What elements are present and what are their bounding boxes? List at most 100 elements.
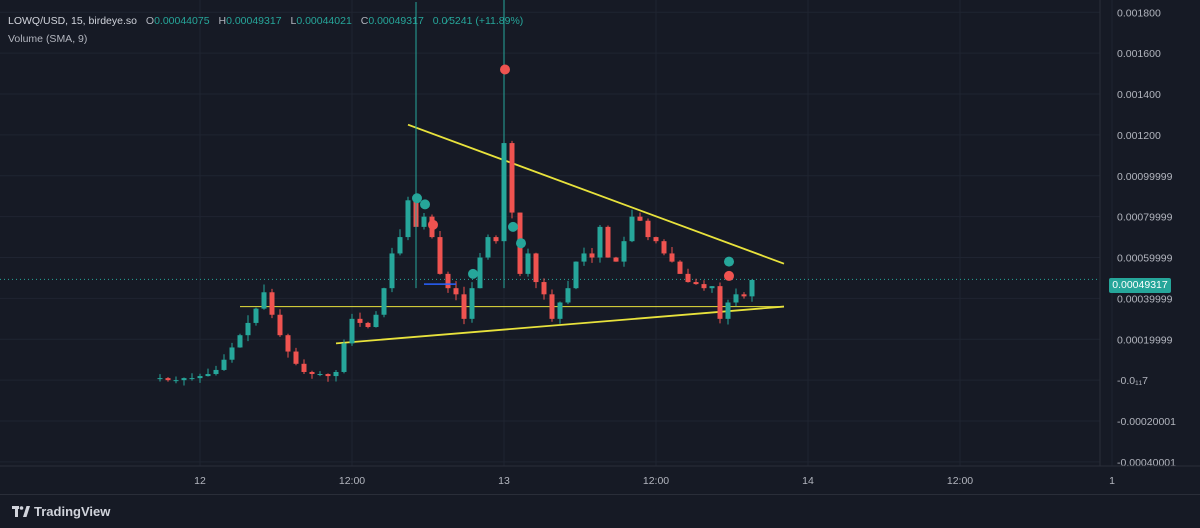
- candle: [261, 284, 267, 310]
- candle-body: [309, 371, 315, 375]
- close-label: C: [360, 15, 369, 27]
- candle: [397, 229, 403, 256]
- sell-signal-marker: [724, 270, 734, 281]
- candle-body: [293, 351, 299, 364]
- candle: [685, 268, 691, 283]
- candle-body: [221, 359, 227, 370]
- candle: [565, 280, 571, 305]
- candle: [733, 288, 739, 307]
- candle: [333, 370, 339, 382]
- candle: [637, 212, 643, 222]
- sell-signal-marker: [500, 64, 510, 75]
- candle-body: [701, 284, 707, 289]
- candle: [349, 313, 355, 346]
- candle-body: [461, 294, 467, 319]
- candle: [445, 271, 451, 293]
- sell-signal-marker: [428, 219, 438, 230]
- candle-body: [733, 294, 739, 303]
- candle-body: [237, 335, 243, 348]
- chart-grid: [0, 0, 1113, 466]
- buy-signal-marker: [420, 199, 430, 210]
- candle-body: [661, 241, 667, 254]
- candle: [461, 286, 467, 325]
- chart-legend: LOWQ/USD, 15, birdeye.so O0.00044075 H0.…: [8, 14, 523, 28]
- candle: [181, 377, 187, 386]
- candle: [645, 218, 651, 241]
- candle: [717, 282, 723, 324]
- candle: [165, 377, 171, 382]
- candle: [245, 315, 251, 342]
- y-tick-label: 0.00039999: [1117, 293, 1173, 305]
- y-tick-label: -0.00040001: [1117, 457, 1176, 469]
- candle: [341, 339, 347, 374]
- candle-body: [597, 226, 603, 258]
- volume-indicator-label[interactable]: Volume (SMA, 9): [8, 33, 88, 45]
- tradingview-logo[interactable]: TradingView: [12, 504, 110, 519]
- candle-body: [389, 253, 395, 289]
- candle: [189, 373, 195, 381]
- y-tick-label: 0.00079999: [1117, 212, 1173, 224]
- candle-body: [245, 322, 251, 336]
- candle-body: [589, 253, 595, 258]
- x-tick-label: 12:00: [947, 475, 973, 487]
- candle-body: [637, 216, 643, 221]
- candles-layer: [157, 0, 755, 386]
- candle: [381, 287, 387, 318]
- buy-signal-marker: [508, 221, 518, 232]
- candle-body: [189, 378, 195, 380]
- candle: [325, 373, 331, 382]
- candle: [309, 370, 315, 379]
- candle: [749, 279, 755, 302]
- candle: [661, 239, 667, 256]
- buy-signal-marker: [516, 238, 526, 249]
- candle: [533, 252, 539, 289]
- candle-body: [685, 273, 691, 283]
- candle-body: [365, 322, 371, 328]
- candle: [581, 247, 587, 266]
- high-value: 0.00049317: [226, 15, 282, 27]
- candle-body: [533, 253, 539, 283]
- candle-body: [669, 253, 675, 262]
- x-tick-label: 12:00: [643, 475, 669, 487]
- low-value: 0.00044021: [296, 15, 352, 27]
- candle: [597, 224, 603, 263]
- candle-body: [381, 288, 387, 315]
- footer-bar: TradingView: [0, 494, 1200, 528]
- candle: [741, 292, 747, 299]
- candle-body: [421, 216, 427, 227]
- candle-body: [541, 282, 547, 295]
- candle: [253, 307, 259, 326]
- candle: [277, 309, 283, 337]
- candle: [157, 374, 163, 382]
- candle: [357, 312, 363, 327]
- y-tick-label: 0.001400: [1117, 89, 1161, 101]
- candle: [365, 321, 371, 329]
- candle-body: [573, 261, 579, 289]
- buy-signal-marker: [412, 193, 422, 204]
- open-value: 0.00044075: [154, 15, 210, 27]
- candle: [285, 333, 291, 358]
- candle-body: [157, 378, 163, 380]
- candle: [525, 248, 531, 277]
- candle: [221, 354, 227, 371]
- candle-body: [717, 286, 723, 319]
- candle: [405, 196, 411, 241]
- candle: [477, 252, 483, 289]
- price-axis: 0.001800 0.001600 0.001400 0.001200 0.000999…: [1099, 0, 1176, 469]
- y-tick-label: 0.00059999: [1117, 253, 1173, 265]
- candle-body: [181, 378, 187, 381]
- symbol-label[interactable]: LOWQ/USD, 15, birdeye.so: [8, 15, 137, 27]
- y-tick-label: 0.00019999: [1117, 334, 1173, 346]
- candle-body: [325, 374, 331, 377]
- candle-body: [373, 314, 379, 328]
- candle-body: [613, 257, 619, 262]
- candle: [677, 260, 683, 274]
- candle-body: [285, 335, 291, 352]
- candle-body: [253, 308, 259, 323]
- x-tick-label: 12: [194, 475, 206, 487]
- candle: [557, 301, 563, 324]
- candle: [229, 342, 235, 363]
- high-label: H: [218, 15, 227, 27]
- candle-body: [725, 302, 731, 319]
